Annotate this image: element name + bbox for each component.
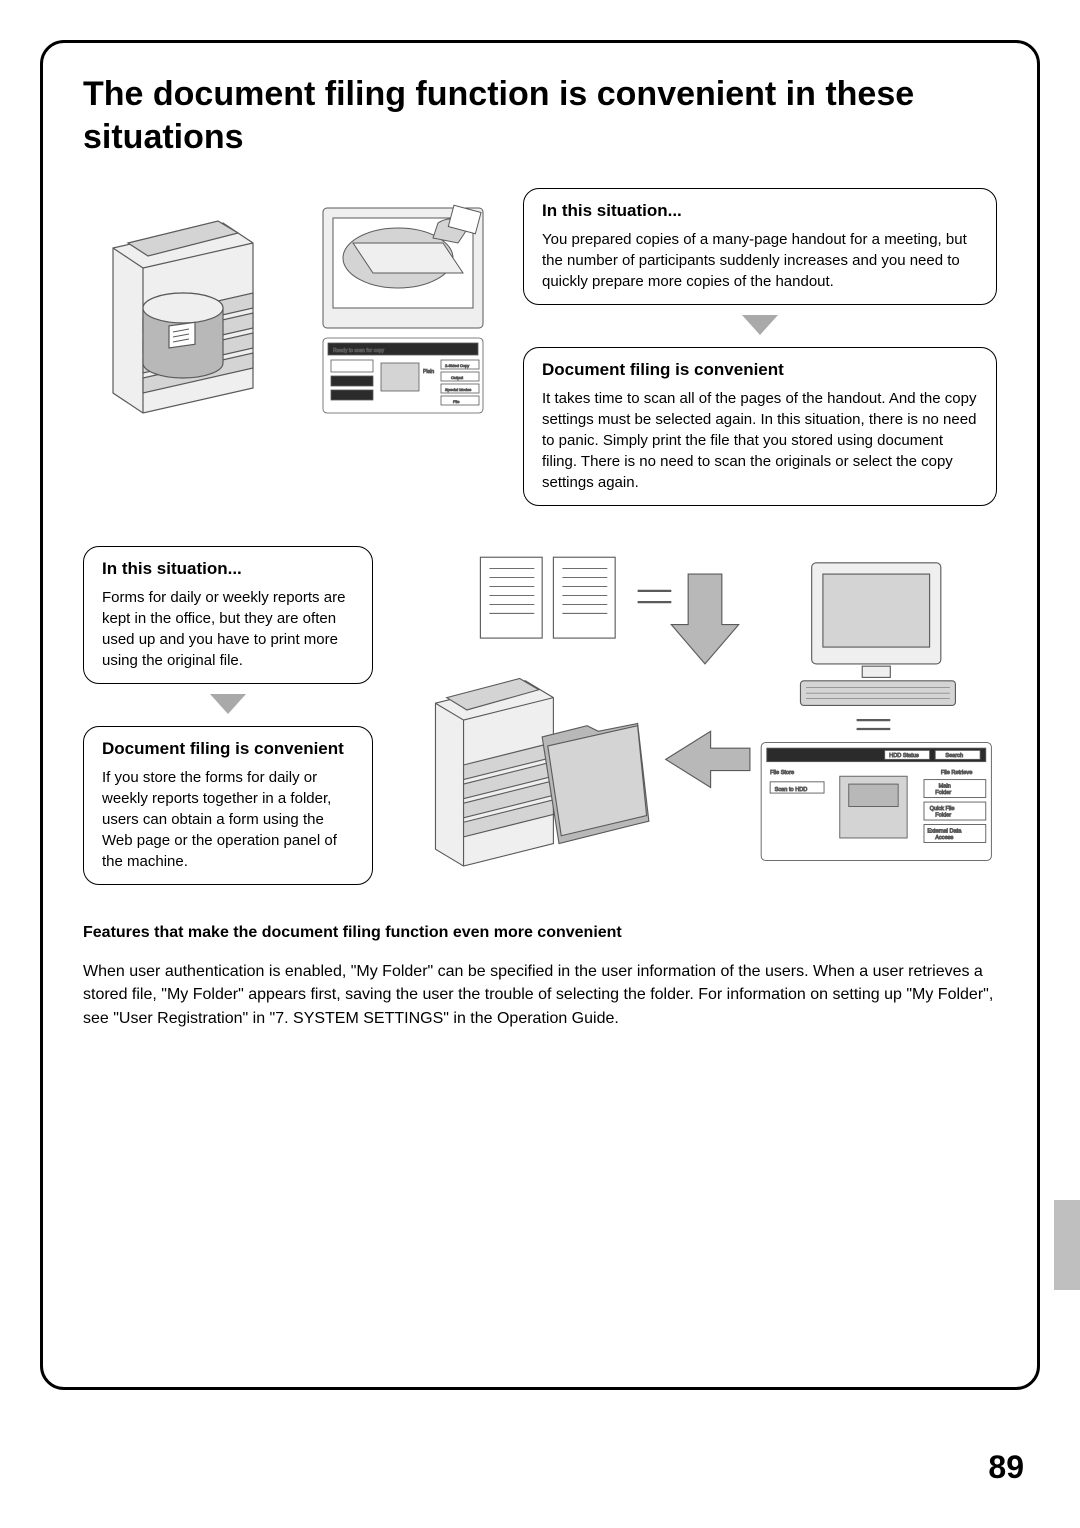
scanner-panel-illustration: Ready to scan for copy Plain 2-Si: [303, 188, 503, 428]
situation-box-1-body: You prepared copies of a many-page hando…: [542, 229, 978, 292]
situation-box-2: In this situation... Forms for daily or …: [83, 546, 373, 684]
side-tab: [1054, 1200, 1080, 1290]
section-top: Ready to scan for copy Plain 2-Si: [83, 188, 997, 506]
svg-text:Search: Search: [945, 753, 963, 759]
section-bottom: In this situation... Forms for daily or …: [83, 546, 997, 894]
right-boxes: In this situation... You prepared copies…: [523, 188, 997, 506]
convenient-box-2-body: If you store the forms for daily or week…: [102, 767, 354, 872]
page-frame: The document filing function is convenie…: [40, 40, 1040, 1390]
printer-with-disk-illustration: [83, 188, 283, 428]
svg-text:Access: Access: [935, 835, 953, 841]
situation-box-1-title: In this situation...: [542, 201, 978, 221]
situation-box-1: In this situation... You prepared copies…: [523, 188, 997, 305]
svg-text:File Retrieve: File Retrieve: [941, 770, 972, 776]
situation-box-2-body: Forms for daily or weekly reports are ke…: [102, 587, 354, 671]
svg-text:Folder: Folder: [935, 813, 951, 819]
svg-text:Plain: Plain: [423, 369, 434, 375]
illustration-column-top: Ready to scan for copy Plain 2-Si: [83, 188, 503, 506]
arrow-down-icon: [210, 694, 246, 716]
workflow-illustration: HDD Status Search File Store File Retrie…: [413, 546, 997, 894]
convenient-box-1-body: It takes time to scan all of the pages o…: [542, 388, 978, 493]
svg-text:Folder: Folder: [935, 790, 951, 796]
svg-text:Scan to HDD: Scan to HDD: [775, 787, 808, 793]
left-boxes: In this situation... Forms for daily or …: [83, 546, 373, 894]
convenient-box-2: Document filing is convenient If you sto…: [83, 726, 373, 885]
convenient-box-1-title: Document filing is convenient: [542, 360, 978, 380]
svg-text:File Store: File Store: [770, 770, 794, 776]
features-body: When user authentication is enabled, "My…: [83, 960, 997, 1030]
features-heading: Features that make the document filing f…: [83, 924, 997, 942]
svg-text:Output: Output: [451, 375, 464, 380]
svg-text:2-Sided Copy: 2-Sided Copy: [445, 363, 469, 368]
page-number: 89: [988, 1449, 1024, 1486]
svg-text:Quick File: Quick File: [930, 806, 955, 812]
arrow-down-icon: [742, 315, 778, 337]
convenient-box-1: Document filing is convenient It takes t…: [523, 347, 997, 506]
svg-text:File: File: [453, 399, 460, 404]
svg-text:Main: Main: [939, 783, 951, 789]
svg-text:HDD Status: HDD Status: [889, 753, 919, 759]
svg-text:Special Modes: Special Modes: [445, 387, 471, 392]
situation-box-2-title: In this situation...: [102, 559, 354, 579]
svg-text:Ready to scan for copy: Ready to scan for copy: [333, 348, 385, 354]
convenient-box-2-title: Document filing is convenient: [102, 739, 354, 759]
svg-text:External Data: External Data: [927, 828, 962, 834]
page-title: The document filing function is convenie…: [83, 73, 997, 158]
